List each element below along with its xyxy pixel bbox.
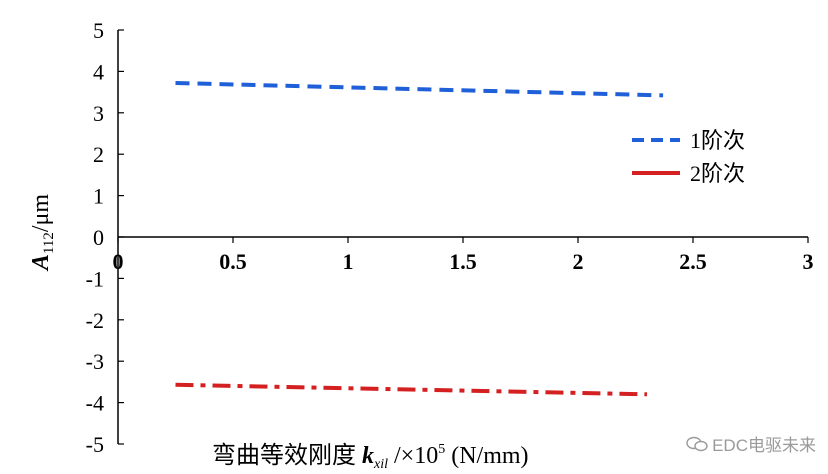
y-tick-label: -5 bbox=[86, 432, 104, 457]
y-tick-label: -2 bbox=[86, 308, 104, 333]
watermark: EDC电驱未来 bbox=[686, 431, 816, 456]
x-tick-label: 0 bbox=[113, 249, 124, 274]
x-tick-label: 2.5 bbox=[679, 249, 707, 274]
series-line-2 bbox=[175, 382, 648, 397]
x-axis-ticks: 0 0.5 1 1.5 2 2.5 3 bbox=[113, 237, 814, 274]
series-line-1 bbox=[175, 81, 664, 98]
x-tick-label: 3 bbox=[803, 249, 814, 274]
y-tick-label: 4 bbox=[93, 59, 104, 84]
series-layer bbox=[175, 81, 664, 397]
x-tick-label: 0.5 bbox=[219, 249, 247, 274]
y-tick-label: -1 bbox=[86, 266, 104, 291]
legend-label-1: 1阶次 bbox=[690, 128, 745, 153]
x-tick-label: 1.5 bbox=[449, 249, 477, 274]
y-tick-label: 5 bbox=[93, 18, 104, 43]
y-axis-label: A112/μm bbox=[28, 194, 57, 273]
y-tick-label: 0 bbox=[93, 225, 104, 250]
y-tick-label: 3 bbox=[93, 101, 104, 126]
y-tick-label: 1 bbox=[93, 184, 104, 209]
y-tick-label: 2 bbox=[93, 142, 104, 167]
y-tick-label: -3 bbox=[86, 349, 104, 374]
y-tick-label: -4 bbox=[86, 391, 104, 416]
x-tick-label: 2 bbox=[573, 249, 584, 274]
x-tick-label: 1 bbox=[343, 249, 354, 274]
watermark-text: EDC电驱未来 bbox=[712, 436, 816, 455]
y-axis-ticks: 5 4 3 2 1 0 -1 -2 -3 -4 -5 bbox=[86, 18, 124, 457]
x-axis-label: 弯曲等效刚度 kxil /×105 (N/mm) bbox=[212, 442, 529, 472]
wechat-icon bbox=[686, 436, 708, 451]
legend-label-2: 2阶次 bbox=[690, 161, 745, 186]
